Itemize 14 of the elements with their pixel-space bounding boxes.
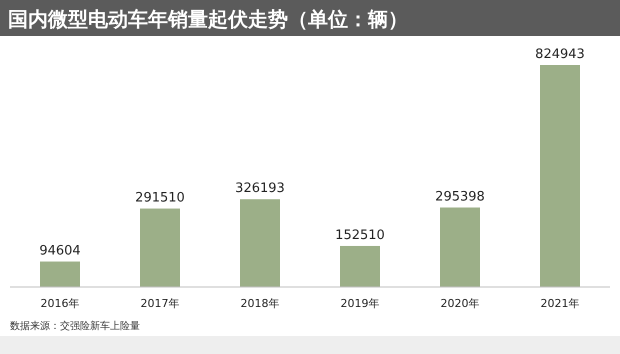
data-label: 94604 — [39, 244, 81, 259]
data-label: 326193 — [235, 181, 285, 196]
x-tick-label: 2019年 — [340, 297, 380, 310]
data-label: 295398 — [435, 190, 485, 204]
data-label: 291510 — [135, 190, 185, 206]
x-tick-label: 2017年 — [140, 297, 180, 310]
x-tick-label: 2016年 — [40, 297, 80, 310]
x-tick-label: 2021年 — [540, 297, 580, 310]
x-tick-label: 2020年 — [440, 297, 480, 310]
title: 国内微型电动车年销量起伏走势（单位：辆） — [8, 7, 408, 31]
data-label: 152510 — [335, 228, 385, 243]
x-tick-label: 2018年 — [240, 297, 280, 310]
data-label: 824943 — [535, 47, 585, 62]
annotation: 数据来源：交强险新车上险量 — [10, 321, 140, 332]
